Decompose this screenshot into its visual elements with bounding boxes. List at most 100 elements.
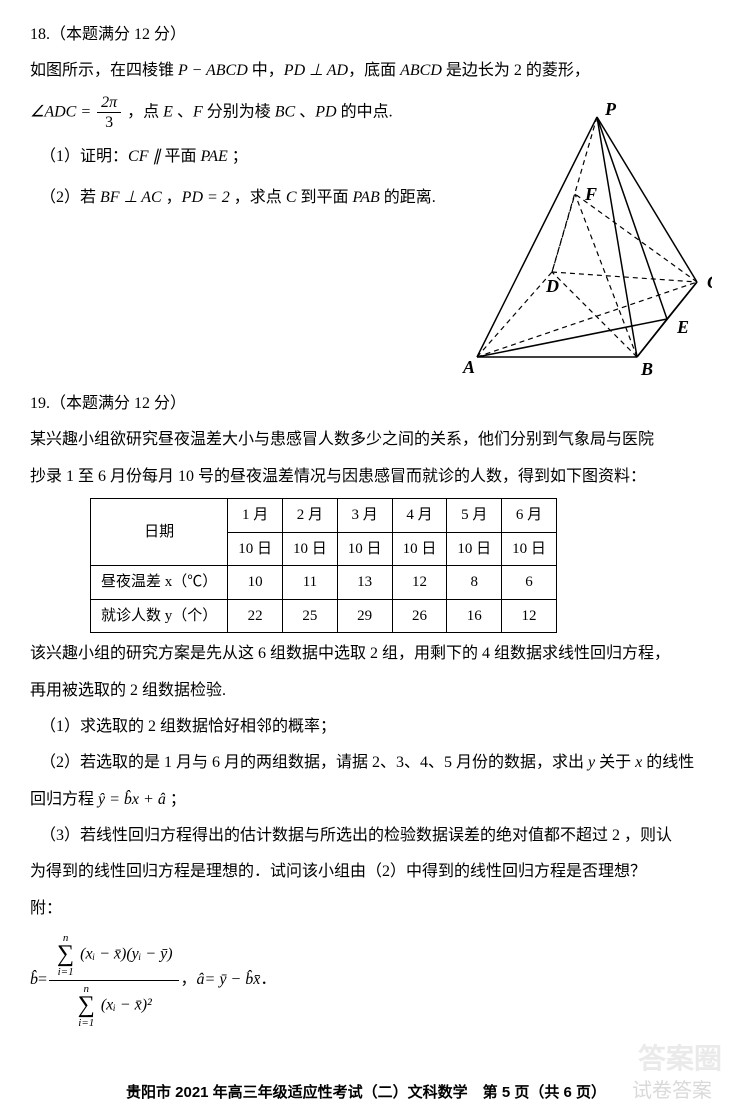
- table-cell: 29: [337, 599, 392, 633]
- ahat-eq: = ȳ − b̂x̄: [205, 965, 261, 995]
- math: ABCD: [400, 62, 442, 79]
- text: 、: [295, 103, 315, 120]
- math: PD ⊥ AD: [284, 62, 348, 79]
- math: E: [163, 103, 173, 120]
- math: P − ABCD: [178, 62, 248, 79]
- ahat: â: [197, 965, 205, 995]
- math: BF ⊥ AC: [100, 189, 162, 206]
- q18-header: 18.（本题满分 12 分）: [30, 20, 702, 50]
- q19-attach: 附：: [30, 894, 702, 924]
- sigma: ∑: [57, 944, 74, 966]
- big-fraction: n ∑ i=1 (xᵢ − x̄)(yᵢ − ȳ) n ∑ i=1 (xᵢ − …: [49, 930, 178, 1031]
- table-cell: 16: [447, 599, 502, 633]
- period: ．: [260, 965, 276, 995]
- text: ；: [228, 148, 248, 165]
- expr: (xᵢ − x̄)(yᵢ − ȳ): [80, 946, 172, 963]
- text: 的线性: [642, 754, 694, 771]
- text: 的中点.: [337, 103, 393, 120]
- table-cell: 25: [283, 599, 338, 633]
- sum-icon: n ∑ i=1: [78, 983, 95, 1029]
- denominator: n ∑ i=1 (xᵢ − x̄)²: [49, 981, 178, 1031]
- table-cell: 12: [502, 599, 557, 633]
- table-cell: 11: [283, 566, 338, 600]
- bhat: b̂: [30, 965, 38, 995]
- text: 到平面: [296, 189, 352, 206]
- eq: =: [38, 965, 47, 995]
- table-cell: 10 日: [502, 532, 557, 566]
- table-row: 就诊人数 y（个） 22 25 29 26 16 12: [91, 599, 557, 633]
- table-cell: 10 日: [228, 532, 283, 566]
- math: BC: [275, 103, 295, 120]
- table-cell: 10: [228, 566, 283, 600]
- fraction: 2π3: [97, 93, 121, 132]
- table-cell: 10 日: [283, 532, 338, 566]
- table-cell: 6 月: [502, 499, 557, 533]
- text: 中，: [248, 62, 284, 79]
- q19-p3a: （3）若线性回归方程得出的估计数据与所选出的检验数据误差的绝对值都不超过 2 ，…: [40, 821, 702, 851]
- math: PD = 2: [182, 189, 230, 206]
- math: F: [193, 103, 203, 120]
- expr: (xᵢ − x̄)²: [101, 997, 152, 1014]
- table-cell: 8: [447, 566, 502, 600]
- text: ∠ADC =: [30, 103, 95, 120]
- table-cell: 就诊人数 y（个）: [91, 599, 228, 633]
- q18-line1: 如图所示，在四棱锥 P − ABCD 中，PD ⊥ AD，底面 ABCD 是边长…: [30, 56, 702, 86]
- svg-text:D: D: [545, 276, 559, 296]
- data-table: 日期 1 月 2 月 3 月 4 月 5 月 6 月 10 日 10 日 10 …: [90, 498, 557, 633]
- math: CF ∥: [128, 148, 164, 165]
- formula: b̂ = n ∑ i=1 (xᵢ − x̄)(yᵢ − ȳ) n ∑ i=1 (…: [30, 930, 702, 1031]
- text: 关于: [595, 754, 635, 771]
- text: ；: [166, 791, 186, 808]
- table-cell: 10 日: [392, 532, 447, 566]
- text: 分别为棱: [203, 103, 275, 120]
- q19-line1: 某兴趣小组欲研究昼夜温差大小与患感冒人数多少之间的关系，他们分别到气象局与医院: [30, 425, 702, 455]
- table-row: 日期 1 月 2 月 3 月 4 月 5 月 6 月: [91, 499, 557, 533]
- text: 是边长为 2 的菱形，: [442, 62, 590, 79]
- text: 如图所示，在四棱锥: [30, 62, 178, 79]
- table-cell: 3 月: [337, 499, 392, 533]
- text: ，: [162, 189, 182, 206]
- text: （1）证明：: [40, 148, 128, 165]
- q19-line4: 再用被选取的 2 组数据检验.: [30, 676, 702, 706]
- table-cell: 5 月: [447, 499, 502, 533]
- q19-line2: 抄录 1 至 6 月份每月 10 号的昼夜温差情况与因患感冒而就诊的人数，得到如…: [30, 462, 702, 492]
- sigma: ∑: [78, 995, 95, 1017]
- sum-bot: i=1: [57, 966, 74, 978]
- svg-text:B: B: [640, 359, 653, 379]
- table-cell: 10 日: [337, 532, 392, 566]
- table-cell: 26: [392, 599, 447, 633]
- table-cell: 10 日: [447, 532, 502, 566]
- text: 回归方程: [30, 791, 98, 808]
- table-cell: 日期: [91, 499, 228, 566]
- text: ，求点: [230, 189, 286, 206]
- svg-text:F: F: [584, 184, 597, 204]
- q19-header: 19.（本题满分 12 分）: [30, 389, 702, 419]
- text: 平面: [164, 148, 200, 165]
- pyramid-figure: ABCDEPF: [452, 102, 712, 382]
- svg-text:E: E: [676, 317, 689, 337]
- text: ，点: [123, 103, 163, 120]
- table-cell: 6: [502, 566, 557, 600]
- q19-line3: 该兴趣小组的研究方案是先从这 6 组数据中选取 2 组，用剩下的 4 组数据求线…: [30, 639, 702, 669]
- sum-bot: i=1: [78, 1017, 95, 1029]
- numerator: n ∑ i=1 (xᵢ − x̄)(yᵢ − ȳ): [49, 930, 178, 981]
- svg-text:C: C: [707, 272, 712, 292]
- sum-icon: n ∑ i=1: [57, 932, 74, 978]
- math: C: [286, 189, 297, 206]
- table-cell: 昼夜温差 x（℃）: [91, 566, 228, 600]
- table-cell: 2 月: [283, 499, 338, 533]
- text: （2）若选取的是 1 月与 6 月的两组数据，请据 2、3、4、5 月份的数据，…: [40, 754, 588, 771]
- comma: ，: [181, 965, 197, 995]
- page-footer: 贵阳市 2021 年高三年级适应性考试（二）文科数学 第 5 页（共 6 页）: [0, 1079, 732, 1108]
- q19-p1: （1）求选取的 2 组数据恰好相邻的概率；: [40, 712, 702, 742]
- numerator: 2π: [97, 93, 121, 113]
- math: PAB: [353, 189, 380, 206]
- text: ，底面: [348, 62, 400, 79]
- table-row: 昼夜温差 x（℃） 10 11 13 12 8 6: [91, 566, 557, 600]
- q19-p2a: （2）若选取的是 1 月与 6 月的两组数据，请据 2、3、4、5 月份的数据，…: [40, 748, 702, 778]
- text: （2）若: [40, 189, 100, 206]
- q19-p2b: 回归方程 ŷ = b̂x + â ；: [30, 785, 702, 815]
- table-cell: 4 月: [392, 499, 447, 533]
- denominator: 3: [97, 113, 121, 132]
- math: PAE: [200, 148, 227, 165]
